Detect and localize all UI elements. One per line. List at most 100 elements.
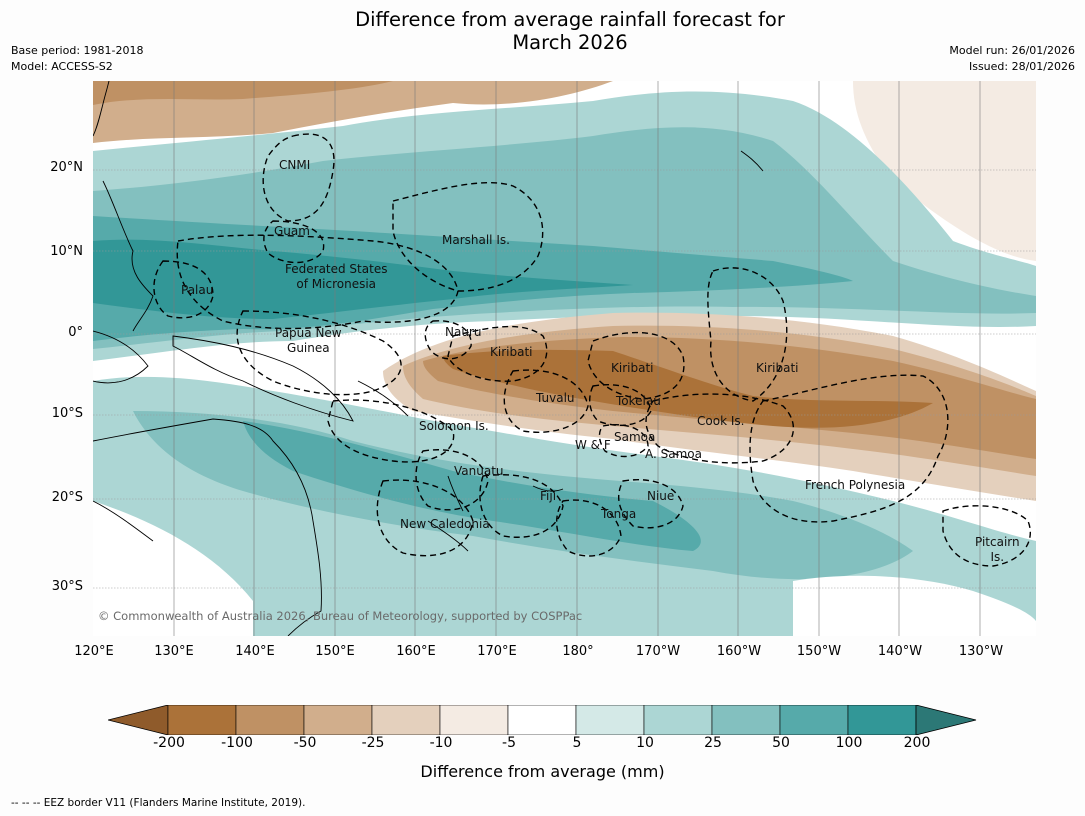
eez-png — [236, 310, 402, 396]
eez-solomon — [327, 399, 455, 463]
coast-fiji — [532, 485, 564, 492]
region-french-polynesia: French Polynesia — [805, 478, 906, 492]
coast-solomons — [357, 380, 409, 417]
lon-label-130w: 130°W — [958, 644, 1004, 659]
eez-niue — [617, 479, 684, 529]
lon-label-150e: 150°E — [315, 644, 355, 659]
eez-marshall — [392, 182, 544, 292]
region-pitcairn: Pitcairn Is. — [975, 535, 1020, 565]
region-png: Papua New Guinea — [275, 326, 342, 356]
region-palau: Palau — [181, 283, 214, 297]
coast-hawaii — [740, 150, 764, 172]
eez-kiribati-c — [587, 331, 685, 400]
eez-nauru — [424, 320, 472, 360]
region-wf: W & F — [575, 438, 611, 452]
meridians — [173, 81, 981, 636]
legend-tick: 50 — [772, 735, 790, 751]
lon-label-170e: 170°E — [477, 644, 517, 659]
contour-south-white — [93, 501, 253, 636]
issued-date: Issued: 28/01/2026 — [968, 60, 1075, 73]
coast-philippines — [102, 180, 154, 332]
eez-footnote: -- -- -- EEZ border V11 (Flanders Marine… — [11, 797, 306, 809]
eez-borders — [153, 133, 1031, 567]
legend-tick: 100 — [835, 735, 863, 751]
contour-north-tan — [93, 81, 393, 105]
eez-fiji — [479, 474, 564, 538]
region-kiribati-c: Kiribati — [611, 361, 654, 375]
region-guam: Guam — [274, 224, 310, 238]
eez-tokelau — [589, 384, 652, 427]
legend-swatch — [439, 705, 509, 735]
region-new-caledonia: New Caledonia — [400, 517, 490, 531]
eez-samoa — [598, 424, 649, 458]
legend-swatch — [575, 705, 645, 735]
graticule — [93, 169, 1036, 589]
copyright-notice: © Commonwealth of Australia 2026, Bureau… — [98, 609, 583, 623]
legend-swatch — [643, 705, 713, 735]
eez-cnmi — [262, 133, 335, 222]
region-pitcairn-line2: Is. — [990, 550, 1005, 564]
lon-label-160e: 160°E — [396, 644, 436, 659]
coastlines — [93, 81, 764, 636]
lon-label-120e: 120°E — [74, 644, 114, 659]
eez-palau — [153, 260, 214, 319]
lon-label-160w: 160°W — [716, 644, 762, 659]
map-title-line2: March 2026 — [512, 31, 628, 54]
coast-new-guinea — [172, 335, 354, 422]
map-title-line1: Difference from average rainfall forecas… — [355, 8, 785, 31]
legend-swatch-high-extend — [915, 705, 977, 735]
lat-label-30s: 30°S — [51, 579, 83, 594]
contour-north-teal-deep — [93, 239, 633, 319]
lon-label-130e: 130°E — [154, 644, 194, 659]
model-name: Model: ACCESS-S2 — [11, 60, 113, 73]
legend-swatch — [235, 705, 305, 735]
region-solomon: Solomon Is. — [419, 419, 489, 433]
lat-label-20n: 20°N — [50, 160, 83, 175]
eez-kiribati-w — [447, 325, 548, 382]
eez-kiribati-e — [707, 267, 788, 402]
region-png-line1: Papua New — [275, 326, 342, 340]
contour-southeast-white — [793, 575, 1036, 636]
region-samoa: Samoa — [614, 430, 656, 444]
lat-label-10s: 10°S — [51, 406, 83, 421]
legend-swatch-low-extend — [108, 705, 169, 735]
legend-tick: 5 — [572, 735, 582, 751]
region-fsm: Federated States of Micronesia — [285, 262, 387, 292]
region-fsm-line2: of Micronesia — [296, 277, 377, 291]
legend-swatch — [371, 705, 441, 735]
eez-cook — [645, 393, 794, 464]
eez-tuvalu — [503, 369, 589, 433]
legend-tick: 25 — [704, 735, 722, 751]
eez-tonga — [556, 499, 622, 557]
meta-left: Base period: 1981-2018 Model: ACCESS-S2 — [11, 43, 143, 75]
legend-colorbar — [108, 705, 977, 735]
legend-title: Difference from average (mm) — [420, 762, 665, 781]
legend-swatch — [711, 705, 781, 735]
region-fiji: Fiji — [540, 489, 557, 503]
region-marshall: Marshall Is. — [442, 233, 510, 247]
lat-label-10n: 10°N — [50, 244, 83, 259]
legend-tick: -200 — [153, 735, 185, 751]
eez-vanuatu — [415, 449, 489, 511]
lon-label-180: 180° — [562, 644, 594, 659]
model-run: Model run: 26/01/2026 — [949, 44, 1075, 57]
legend-swatch — [167, 705, 237, 735]
region-pitcairn-line1: Pitcairn — [975, 535, 1020, 549]
region-tonga: Tonga — [601, 507, 637, 521]
region-cnmi: CNMI — [279, 158, 311, 172]
region-fsm-line1: Federated States — [285, 262, 388, 276]
map-title: Difference from average rainfall forecas… — [0, 8, 1085, 54]
region-kiribati-e: Kiribati — [756, 361, 799, 375]
region-vanuatu: Vanuatu — [454, 464, 504, 478]
legend-swatch — [779, 705, 849, 735]
rainfall-map — [93, 81, 1036, 636]
contour-south-brown-dark — [443, 349, 933, 428]
coast-japan — [93, 81, 110, 137]
meta-right: Model run: 26/01/2026 Issued: 28/01/2026 — [949, 43, 1075, 75]
region-kiribati-w: Kiribati — [490, 345, 533, 359]
region-cook: Cook Is. — [697, 414, 745, 428]
legend-swatch — [847, 705, 917, 735]
eez-french-poly — [749, 374, 949, 523]
eez-guam — [263, 220, 325, 264]
lon-label-140w: 140°W — [877, 644, 923, 659]
